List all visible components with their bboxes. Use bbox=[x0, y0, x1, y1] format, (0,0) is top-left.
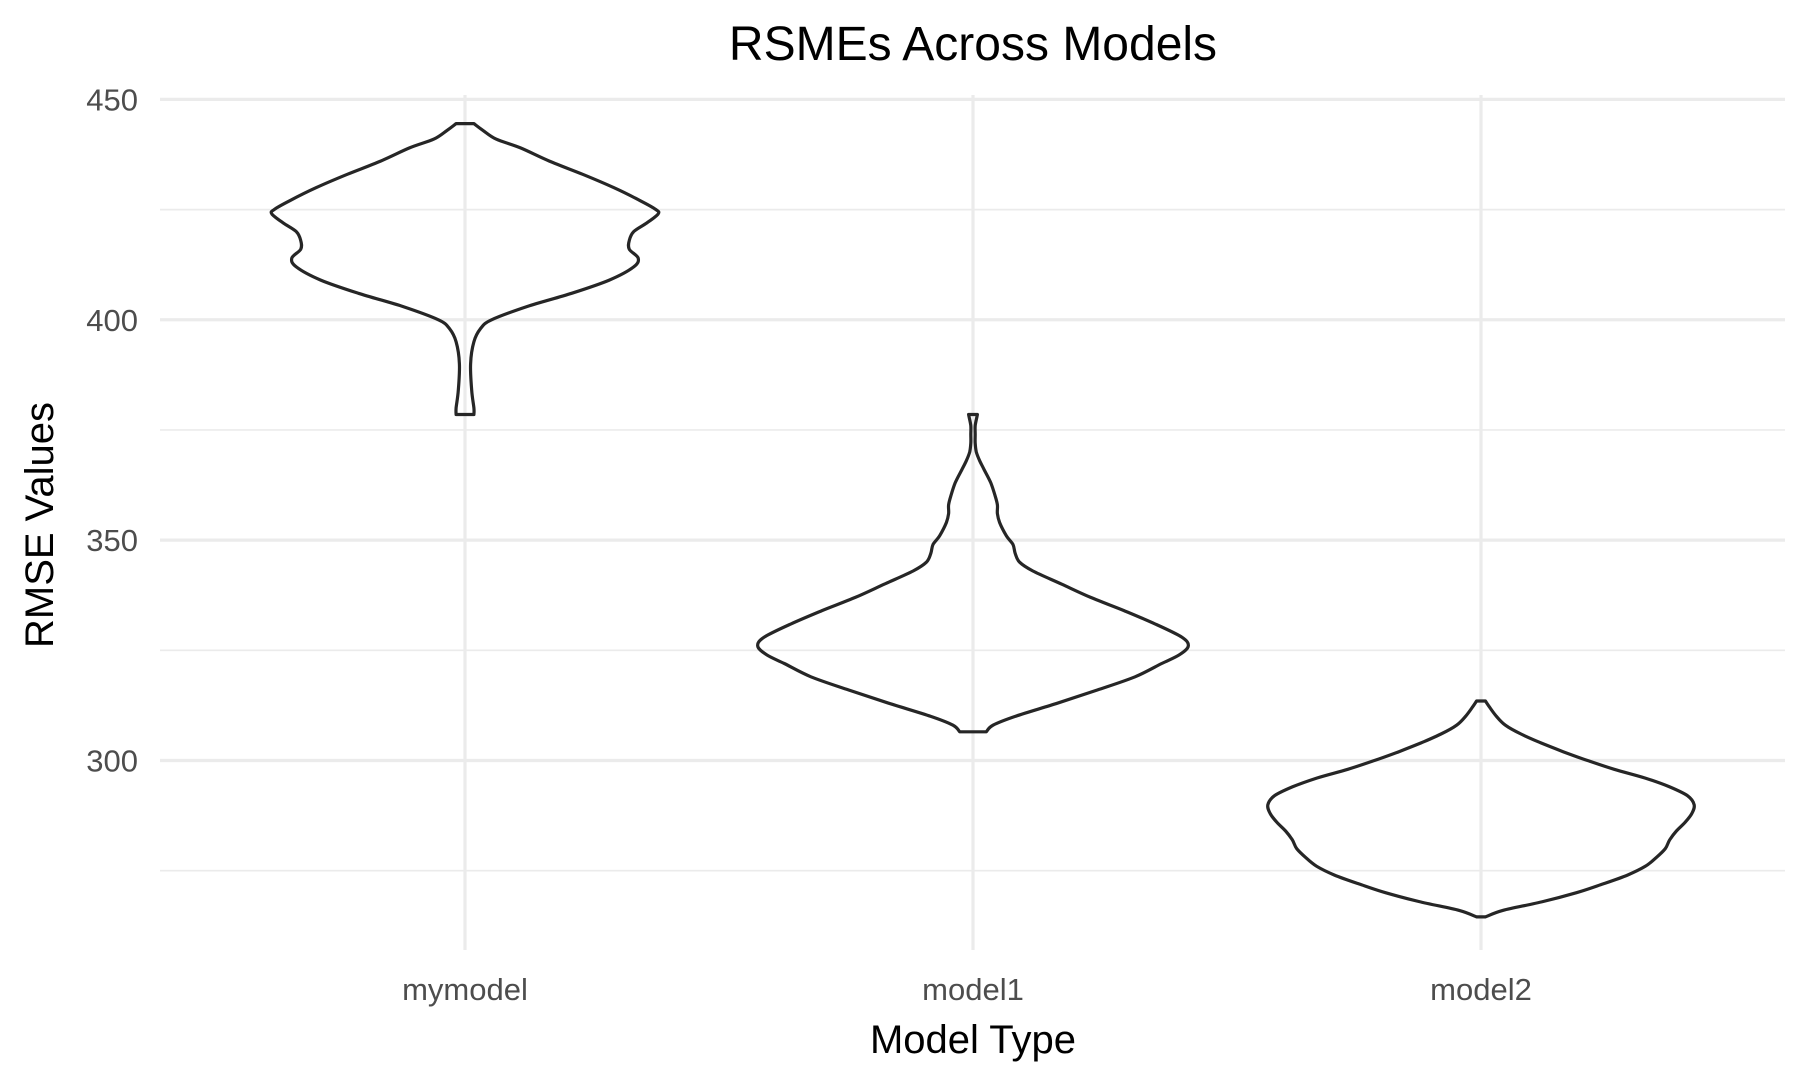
violin-model1 bbox=[756, 412, 1190, 734]
x-tick-label-mymodel: mymodel bbox=[402, 972, 528, 1007]
chart-title: RSMEs Across Models bbox=[729, 18, 1217, 71]
y-tick-labels: 300 350 400 450 bbox=[86, 82, 138, 778]
violins bbox=[269, 122, 1696, 919]
x-axis-title: Model Type bbox=[870, 1018, 1076, 1062]
y-tick-label: 300 bbox=[86, 743, 138, 778]
y-axis-title: RMSE Values bbox=[18, 402, 62, 648]
y-tick-label: 350 bbox=[86, 523, 138, 558]
x-tick-labels: mymodel model1 model2 bbox=[402, 972, 1532, 1007]
y-tick-label: 400 bbox=[86, 303, 138, 338]
x-tick-label-model1: model1 bbox=[922, 972, 1024, 1007]
violin-model2 bbox=[1266, 699, 1696, 919]
violin-mymodel bbox=[269, 122, 661, 417]
x-tick-label-model2: model2 bbox=[1430, 972, 1532, 1007]
y-tick-label: 450 bbox=[86, 82, 138, 117]
grid bbox=[160, 95, 1785, 950]
